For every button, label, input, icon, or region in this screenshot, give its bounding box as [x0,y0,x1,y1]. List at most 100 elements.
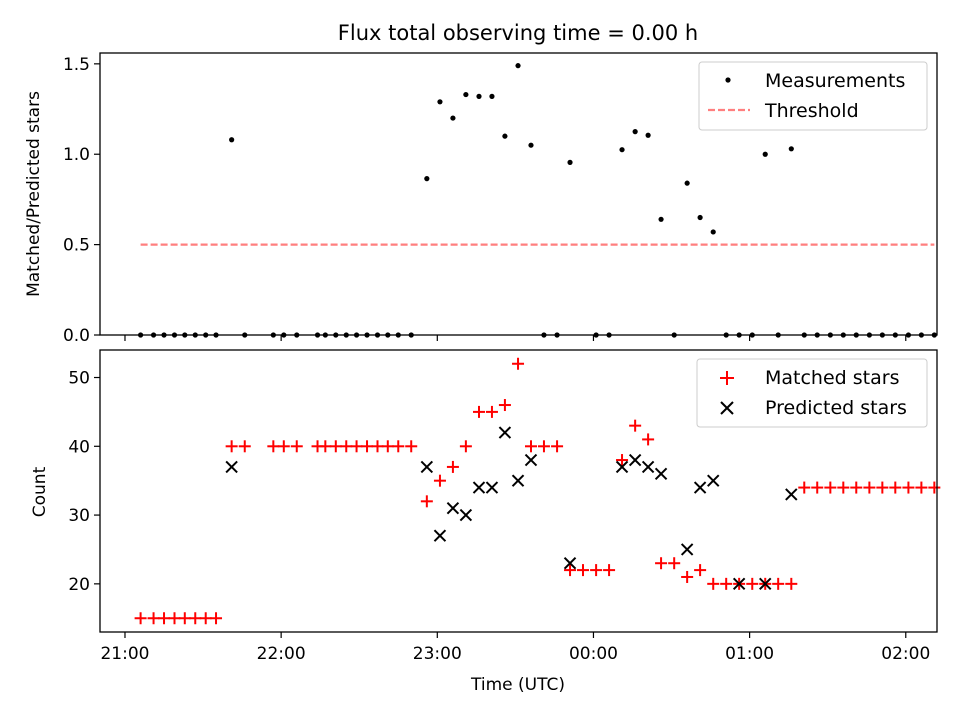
matched-star-point [485,405,498,418]
measurement-point [788,146,794,152]
matched-star-point [189,612,202,625]
predicted-star-stroke-b [433,529,447,542]
predicted-star-point [446,501,460,515]
predicted-star-point [654,467,668,481]
predicted-star-point [433,529,447,542]
matched-star-point [319,440,332,453]
measurement-point [437,99,443,105]
predicted-star-point [459,508,473,522]
predicted-star-point [511,474,525,487]
measurement-point [515,63,521,69]
predicted-star-stroke-b [654,467,668,481]
matched-star-point [551,440,564,453]
predicted-star-stroke-b [472,481,486,494]
predicted-star-point [420,460,434,474]
legend-matched-label: Matched stars [765,367,899,389]
bottom-panel: Count Time (UTC) 20 30 40 50 21:00 22:00 23:00… [30,349,941,695]
measurement-point [229,137,235,143]
matched-star-point [238,440,251,453]
measurement-point [528,142,534,148]
matched-star-point [371,440,384,453]
matched-star-point [668,557,681,570]
predicted-star-point [693,481,707,494]
bottom-plot-frame [99,349,938,633]
predicted-star-point [680,543,694,556]
legend-measurements-label: Measurements [765,70,905,92]
bottom-y-tick-label: 20 [68,575,90,595]
matched-star-point [524,440,537,453]
matched-star-point [915,481,928,494]
matched-star-point [199,612,212,625]
matched-star-point [405,440,418,453]
matched-star-point [850,481,863,494]
measurement-point [489,93,495,99]
matched-star-point [350,440,363,453]
predicted-star-stroke-b [680,543,694,556]
bottom-y-tick-label: 40 [68,437,90,457]
matched-star-point [889,481,902,494]
bottom-x-tick-label: 00:00 [569,644,618,664]
matched-star-point [210,612,223,625]
top-y-tick-label: 1.5 [63,55,90,75]
matched-star-point [537,440,550,453]
matched-star-point [746,577,759,590]
matched-star-point [629,419,642,432]
bottom-legend-box [696,358,928,428]
predicted-star-point [707,474,720,487]
matched-star-point [329,440,342,453]
matched-star-point [178,612,191,625]
predicted-star-stroke-b [498,426,512,439]
measurement-point [762,151,768,157]
matched-star-point [681,570,694,583]
predicted-star-point [524,453,538,467]
matched-star-point [498,399,511,412]
top-y-tick-label: 0.5 [63,236,90,256]
predicted-star-stroke-b [225,460,238,474]
predicted-star-point [641,460,655,474]
predicted-star-point [732,577,746,591]
predicted-star-stroke-b [446,501,460,515]
predicted-star-point [759,577,772,591]
bottom-data-marks [134,357,941,625]
measurement-point [476,93,482,99]
matched-star-point [811,481,824,494]
measurement-point [684,180,690,186]
matched-star-point [277,440,290,453]
predicted-star-point [472,481,486,494]
matched-star-point [707,577,720,590]
matched-star-point [576,564,589,577]
measurement-point [645,132,651,138]
matched-star-point [512,357,525,370]
matched-star-point [928,481,941,494]
predicted-star-point [498,426,512,439]
matched-star-point [147,612,160,625]
matched-star-point [433,474,446,487]
matched-star-point [381,440,394,453]
bottom-x-tick-label: 01:00 [725,644,774,664]
predicted-star-point [225,460,238,474]
measurement-point [697,214,703,221]
matched-star-point [863,481,876,494]
measurement-point [450,115,456,121]
legend-threshold-label: Threshold [764,100,859,122]
matched-star-point [361,440,374,453]
matched-star-point [134,612,147,625]
bottom-x-tick-label: 21:00 [100,644,149,664]
matched-star-point [655,557,668,570]
top-panel: Flux total observing time = 0.00 h Match… [24,21,938,346]
predicted-star-stroke-b [693,481,707,494]
measurement-point [619,147,625,153]
bottom-x-tick-label: 23:00 [413,644,462,664]
predicted-star-stroke-b [459,508,473,522]
measurement-point [658,216,664,222]
matched-star-point [590,564,603,577]
legend-matched-marker [720,371,734,385]
bottom-axes: 20 30 40 50 21:00 22:00 23:00 00:00 01:00 02:00 [68,369,930,664]
matched-star-point [168,612,181,625]
top-y-tick-label: 0.0 [63,326,90,346]
matched-star-point [459,440,472,453]
measurement-point [710,229,716,235]
top-axes: 0.0 0.5 1.0 1.5 [63,55,907,346]
matched-star-point [158,612,171,625]
predicted-star-stroke-b [420,460,434,474]
